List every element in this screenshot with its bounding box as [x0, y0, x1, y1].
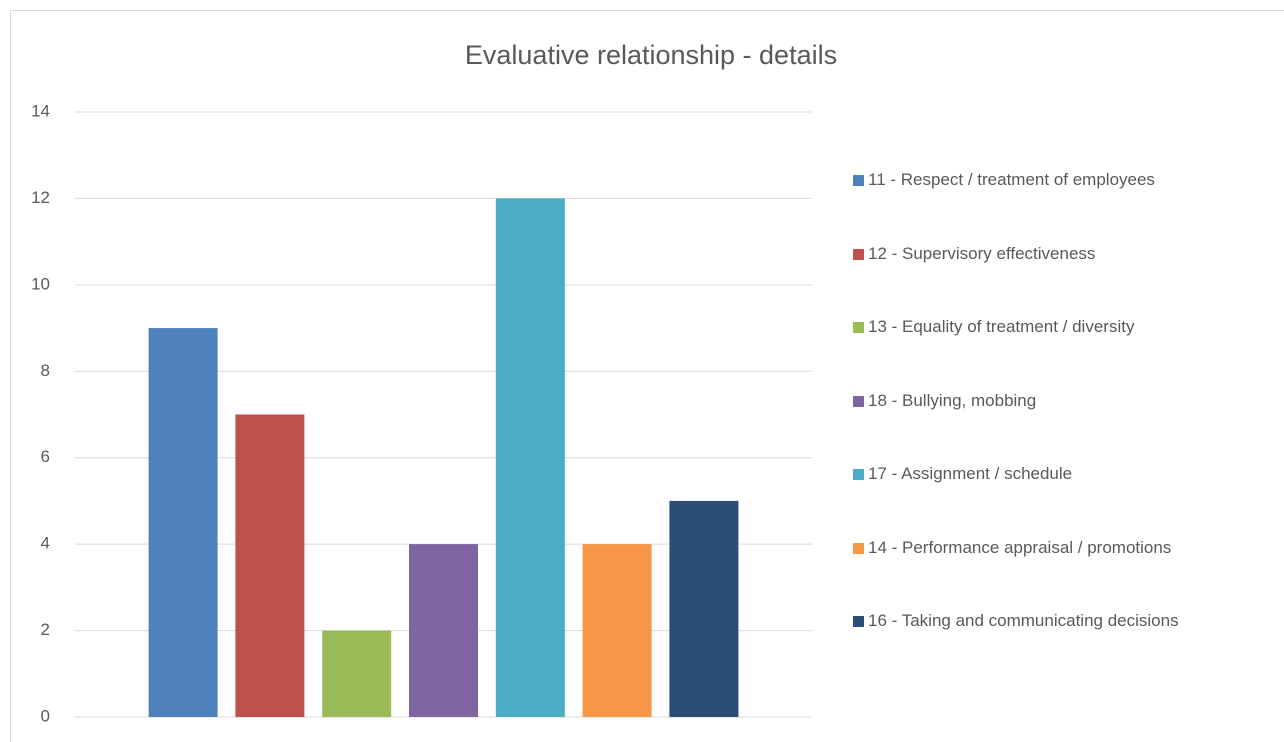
legend-label: 17 - Assignment / schedule — [868, 464, 1073, 483]
bar — [582, 544, 652, 717]
legend-swatch — [853, 322, 864, 333]
legend-item: 12 - Supervisory effectiveness — [853, 242, 1278, 266]
legend-swatch — [853, 616, 864, 627]
legend-item: 18 - Bullying, mobbing — [853, 389, 1278, 413]
chart-border — [10, 10, 1284, 742]
legend-item: 16 - Taking and communicating decisions — [853, 609, 1278, 633]
y-tick-label: 4 — [41, 534, 50, 553]
legend-swatch — [853, 175, 864, 186]
legend-swatch — [853, 542, 864, 554]
legend-label: 11 - Respect / treatment of employees — [868, 170, 1155, 189]
y-tick-label: 0 — [41, 706, 50, 725]
y-tick-label: 2 — [41, 620, 50, 639]
y-tick-label: 12 — [31, 188, 50, 207]
y-tick-label: 8 — [41, 361, 50, 380]
bar — [669, 500, 739, 717]
bar — [495, 198, 565, 717]
legend-item: 14 - Performance appraisal / promotions — [853, 536, 1278, 560]
legend-label: 12 - Supervisory effectiveness — [868, 243, 1096, 263]
legend-label: 13 - Equality of treatment / diversity — [868, 317, 1135, 336]
bar — [322, 630, 392, 717]
y-tick-label: 10 — [31, 274, 50, 293]
bar — [148, 328, 218, 717]
legend-label: 16 - Taking and communicating decisions — [868, 611, 1179, 630]
legend-item: 17 - Assignment / schedule — [853, 462, 1278, 486]
legend-swatch — [853, 469, 864, 480]
bar — [409, 544, 478, 717]
chart-title: Evaluative relationship - details — [465, 40, 837, 70]
legend-label: 14 - Performance appraisal / promotions — [868, 537, 1172, 557]
legend-label: 18 - Bullying, mobbing — [868, 390, 1037, 410]
legend-item: 11 - Respect / treatment of employees — [853, 168, 1278, 192]
y-tick-label: 14 — [31, 101, 50, 120]
y-tick-label: 6 — [41, 447, 50, 466]
legend-swatch — [853, 248, 864, 260]
bar — [235, 414, 305, 717]
legend-swatch — [853, 395, 864, 407]
legend-item: 13 - Equality of treatment / diversity — [853, 315, 1278, 339]
